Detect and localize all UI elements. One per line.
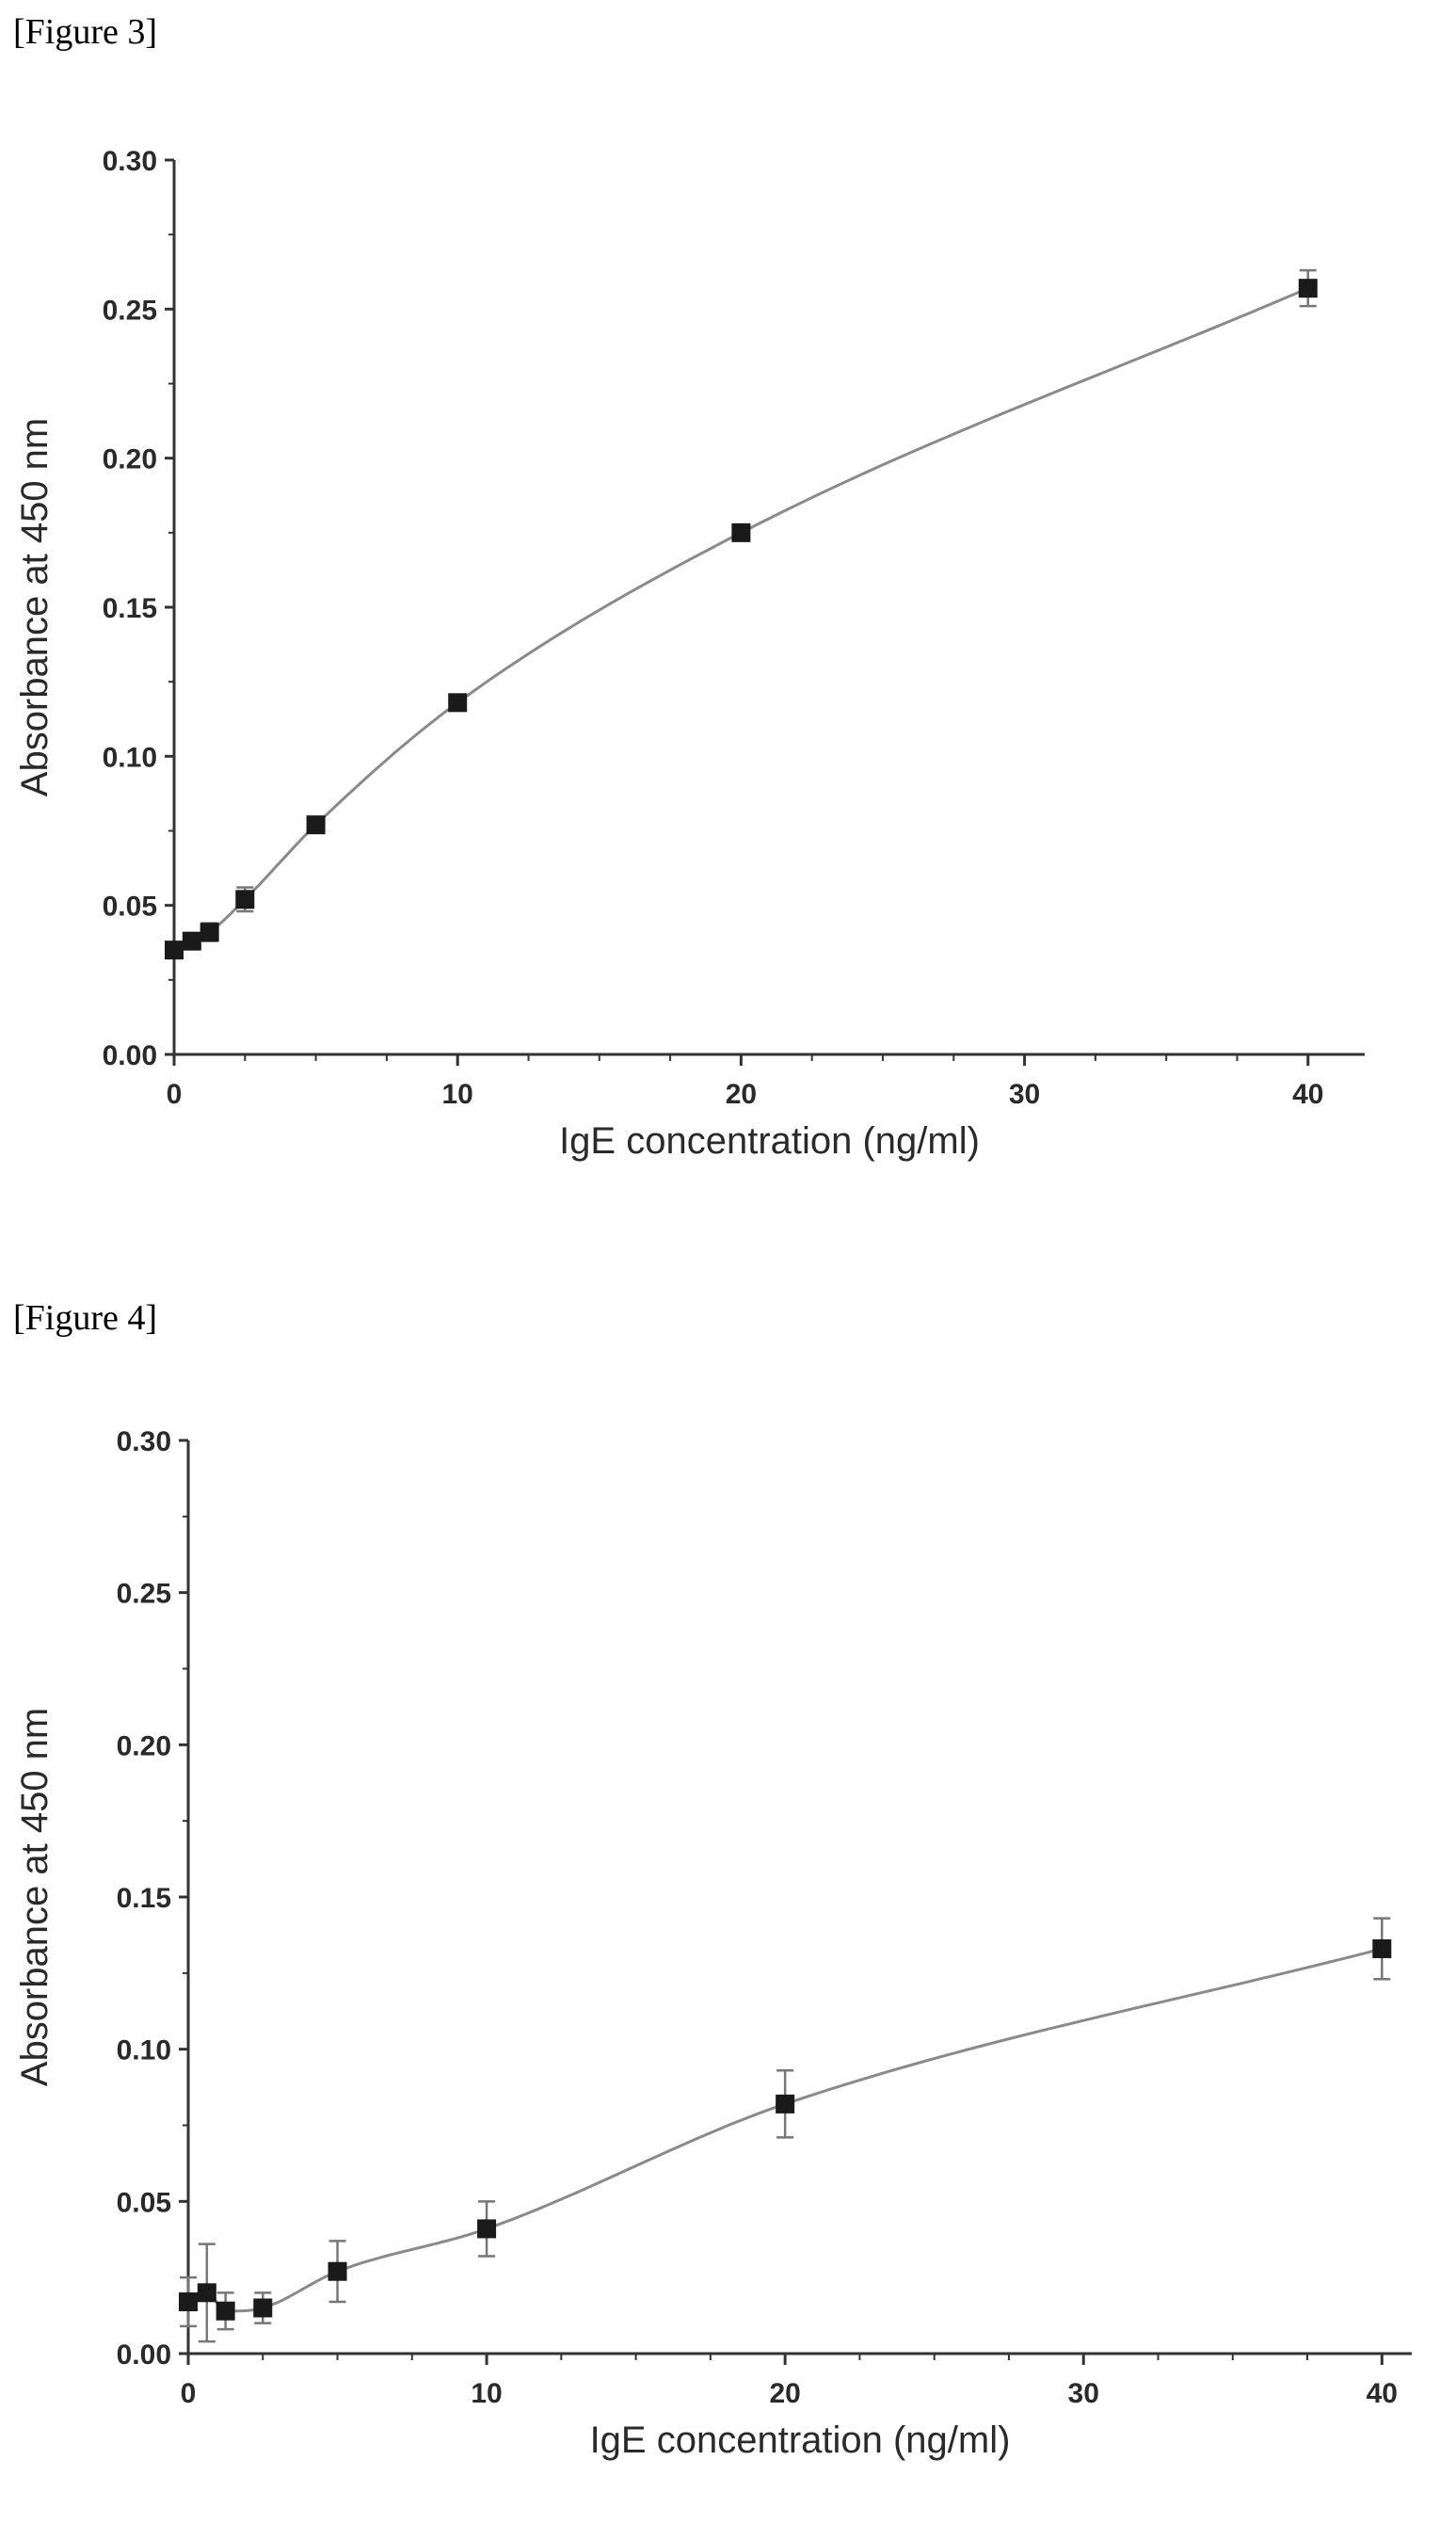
y-tick-label: 0.10 bbox=[117, 2035, 171, 2066]
x-tick-label: 40 bbox=[1292, 1079, 1323, 1110]
y-tick-label: 0.00 bbox=[103, 1040, 157, 1071]
y-tick-label: 0.25 bbox=[103, 295, 157, 326]
y-axis-title: Absorbance at 450 nm bbox=[14, 1708, 56, 2086]
y-tick-label: 0.20 bbox=[103, 444, 157, 475]
data-point bbox=[1372, 1939, 1391, 1958]
y-tick-label: 0.15 bbox=[117, 1883, 171, 1914]
data-point bbox=[165, 940, 184, 959]
data-point bbox=[198, 2283, 216, 2302]
x-tick-label: 0 bbox=[181, 2378, 197, 2409]
y-tick-label: 0.25 bbox=[117, 1579, 171, 1610]
y-tick-label: 0.30 bbox=[103, 146, 157, 177]
data-point bbox=[216, 2302, 235, 2321]
y-axis-title: Absorbance at 450 nm bbox=[14, 418, 56, 796]
data-point bbox=[328, 2262, 347, 2281]
y-tick-label: 0.20 bbox=[117, 1730, 171, 1761]
data-point bbox=[731, 523, 750, 542]
y-tick-label: 0.00 bbox=[117, 2339, 171, 2371]
data-point bbox=[1299, 279, 1318, 297]
y-tick-label: 0.05 bbox=[117, 2187, 171, 2218]
x-tick-label: 20 bbox=[769, 2378, 800, 2409]
fit-curve bbox=[174, 288, 1308, 950]
y-tick-label: 0.05 bbox=[103, 892, 157, 923]
x-tick-label: 0 bbox=[167, 1079, 183, 1110]
y-tick-label: 0.15 bbox=[103, 593, 157, 624]
figure-3-caption: [Figure 3] bbox=[13, 11, 157, 53]
x-tick-label: 30 bbox=[1009, 1079, 1040, 1110]
data-point bbox=[448, 693, 467, 712]
x-axis-title: IgE concentration (ng/ml) bbox=[559, 1120, 980, 1162]
figure-3-chart: 0.00 0.05 0.10 0.15 0.20 0.25 0.30 0 10 20 30 40 IgE… bbox=[0, 113, 1456, 1233]
data-point bbox=[477, 2219, 496, 2238]
data-point bbox=[253, 2299, 272, 2318]
x-tick-label: 20 bbox=[726, 1079, 757, 1110]
y-tick-label: 0.10 bbox=[103, 742, 157, 773]
x-tick-label: 10 bbox=[471, 2378, 502, 2409]
x-tick-label: 40 bbox=[1367, 2378, 1398, 2409]
data-point bbox=[235, 890, 254, 908]
x-axis-title: IgE concentration (ng/ml) bbox=[590, 2420, 1011, 2461]
figure-4-caption: [Figure 4] bbox=[13, 1297, 157, 1339]
x-tick-label: 10 bbox=[442, 1079, 473, 1110]
figure-4-chart: 0.00 0.05 0.10 0.15 0.20 0.25 0.30 0 10 20 30 40 IgE… bbox=[0, 1393, 1456, 2523]
data-point bbox=[307, 815, 326, 834]
data-point bbox=[183, 932, 201, 951]
y-tick-label: 0.30 bbox=[117, 1426, 171, 1457]
x-tick-label: 30 bbox=[1068, 2378, 1099, 2409]
data-point bbox=[200, 923, 219, 941]
data-point bbox=[776, 2095, 794, 2114]
data-point bbox=[179, 2292, 198, 2311]
